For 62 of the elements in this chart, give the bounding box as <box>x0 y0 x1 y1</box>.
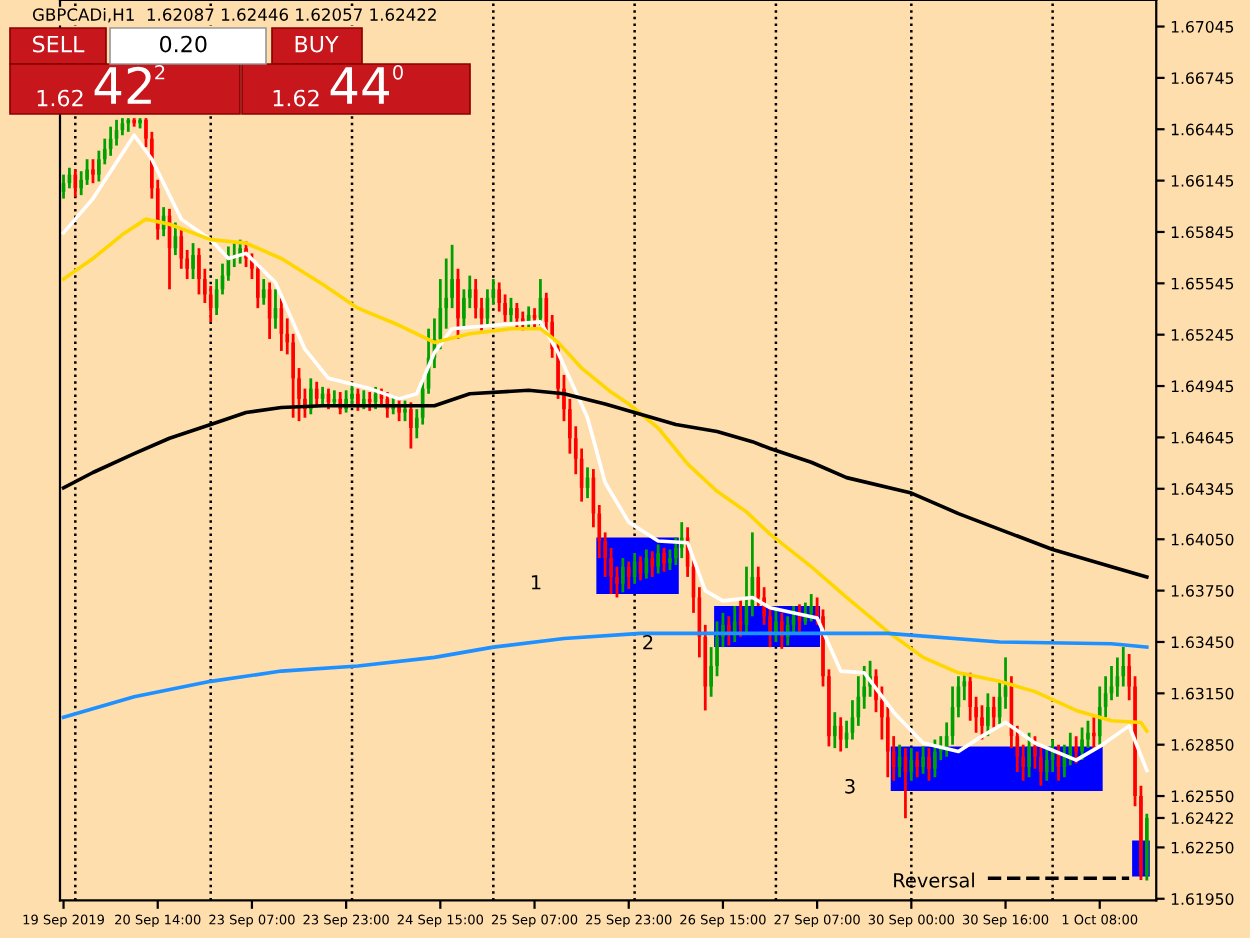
candlestick <box>91 157 95 185</box>
annotation: 2 <box>155 64 165 80</box>
candlestick <box>626 560 631 591</box>
candlestick <box>738 596 743 639</box>
candlestick <box>314 380 319 408</box>
candlestick <box>933 738 937 779</box>
candlestick <box>832 710 837 750</box>
candlestick <box>779 611 784 651</box>
annotation: BUY <box>295 35 339 53</box>
line-series <box>61 631 1149 720</box>
line-series <box>61 133 1149 773</box>
candlestick <box>726 614 731 647</box>
chart-title: GBPCADi,H1 1.62087 1.62446 1.62057 1.62422 <box>32 8 436 23</box>
candlestick <box>73 168 78 199</box>
candlestick <box>656 543 660 575</box>
candlestick <box>515 301 519 329</box>
candlestick <box>1092 715 1096 750</box>
candlestick <box>927 746 931 783</box>
candlestick <box>367 390 372 413</box>
candlestick <box>509 296 513 324</box>
annotation: SELL <box>33 35 85 53</box>
line-series <box>61 217 1149 733</box>
candlestick <box>403 399 407 423</box>
candlestick <box>991 695 996 729</box>
candlestick <box>179 228 184 271</box>
candlestick <box>732 604 737 644</box>
annotation: 2 <box>643 634 653 650</box>
candlestick <box>662 546 666 574</box>
candlestick <box>1145 812 1149 882</box>
candlestick <box>361 388 366 411</box>
annotation: 1 <box>531 575 541 590</box>
candlestick <box>356 387 360 413</box>
candlestick <box>921 745 925 776</box>
candlestick <box>915 750 920 779</box>
candlestick <box>650 549 655 579</box>
annotation: 0 <box>393 64 403 80</box>
candlestick <box>138 116 142 130</box>
candlestick <box>774 608 778 644</box>
annotation: 42 <box>94 66 151 104</box>
candlestick <box>197 246 201 296</box>
annotation: 1.62 <box>273 89 319 107</box>
annotation: 0.20 <box>159 35 207 53</box>
candlestick <box>350 382 354 406</box>
annotation: Reversal <box>894 872 974 888</box>
candlestick <box>809 592 814 623</box>
candlestick <box>409 400 413 450</box>
annotation: 1.62 <box>37 89 83 107</box>
candlestick <box>191 241 195 281</box>
candlestick <box>261 277 266 307</box>
candlestick <box>1044 746 1049 783</box>
candlestick <box>132 116 137 129</box>
candlestick <box>456 267 460 341</box>
candlestick <box>621 556 625 594</box>
candlestick <box>1027 731 1031 779</box>
annotation: 3 <box>845 778 855 794</box>
candlestick <box>1080 726 1084 762</box>
candlestick <box>986 691 990 738</box>
annotation: 44 <box>330 67 390 104</box>
candlestick <box>980 703 984 741</box>
candlestick <box>85 157 89 187</box>
candlestick <box>838 715 843 753</box>
candlestick <box>1074 734 1079 765</box>
